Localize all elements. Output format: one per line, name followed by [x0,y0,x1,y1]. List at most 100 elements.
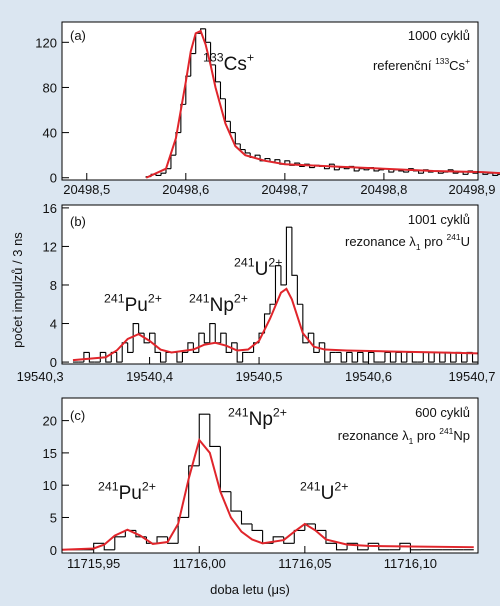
x-tick-label: 11715,95 [67,556,120,571]
annotation-part: 133 [435,56,449,66]
histogram-bin [181,351,188,363]
x-axis-title: doba letu (μs) [210,582,290,597]
annotation-part: U [255,259,269,280]
histogram-bin [497,173,500,176]
annotation-part: rezonance λ [338,428,409,443]
annotation-part: pro [413,428,439,443]
histogram-bin [389,352,396,363]
histogram-bin [154,333,161,353]
y-axis-title: počet impulzů / 3 ns [10,232,25,348]
annotation: 241Pu2+ [98,479,156,504]
histogram-bin [411,352,418,363]
histogram-bin [244,149,251,154]
histogram-bin [155,174,162,177]
annotation: (b) [70,214,86,229]
annotation-part: referenční [373,58,435,73]
histogram-bin [99,351,106,363]
x-tick-label: 19540,5 [236,369,283,384]
y-tick-label: 12 [43,239,57,254]
annotation-part: 2+ [234,291,248,305]
histogram-bin [296,275,303,305]
histogram-bin [231,342,238,353]
annotation-part: 2+ [148,291,162,305]
annotation-part: 2+ [273,405,287,419]
y-tick-label: 0 [50,543,57,558]
histogram-bin [132,322,139,353]
annotation-part: pro [421,234,447,249]
histogram-bin [409,543,421,551]
histogram-bin [346,351,353,363]
histogram-bin [214,64,221,83]
histogram-bin [269,303,276,314]
annotation: 241Pu2+ [104,291,162,316]
annotation-part: (a) [70,28,86,43]
annotation-part: + [247,50,254,64]
histogram-bin [351,352,358,363]
annotation-part: Cs [224,54,247,75]
annotation-part: Np [249,409,273,430]
histogram-bin [198,332,205,353]
annotation-part: 241 [98,479,119,493]
annotation: 241U2+ [300,479,348,504]
annotation-part: 1 [409,436,414,446]
histogram-bin [280,265,287,286]
annotation-part: 241 [300,479,321,493]
histogram-bin [378,169,384,171]
annotation-part: rezonance λ [345,234,416,249]
plot-area [62,398,478,553]
histogram-bin [209,414,221,447]
fit-line [61,437,474,551]
histogram-bin [400,352,407,363]
annotation-part: 600 cyklů [415,405,470,420]
histogram-bin [116,352,123,363]
histogram-bin [236,342,243,363]
histogram-bin [220,332,227,343]
histogram-bin [263,313,270,334]
histogram-bin [302,304,309,344]
histogram-bin [462,172,469,175]
annotation: (a) [70,28,86,43]
plot-frame [61,21,479,181]
histogram-bin [176,352,183,363]
histogram-bin [293,529,305,544]
x-tick-label: 19540,4 [126,369,173,384]
x-tick-label: 11716,05 [278,556,331,571]
histogram-bin [284,160,290,165]
histogram-bin [127,342,134,353]
annotation-part: + [465,56,470,66]
annotation-part: 241 [189,291,210,305]
histogram-bin [471,352,478,363]
annotation-part: Pu [119,483,142,504]
histogram-bin [367,351,374,363]
histogram-bin [240,511,253,525]
histogram-bin [230,491,242,512]
histogram-bin [225,333,232,353]
histogram-bin [325,530,337,544]
annotation-part: 1000 cyklů [408,28,470,43]
y-tick-label: 4 [50,317,57,332]
x-tick-label: 20498,7 [261,182,308,197]
histogram-bin [461,352,468,363]
annotation-part: Np [453,428,470,443]
histogram-bin [192,342,199,353]
y-tick-label: 0 [50,355,57,370]
histogram-bin [367,542,379,550]
x-tick-label: 11716,10 [384,556,437,571]
x-tick-label: 20498,8 [360,182,407,197]
annotation-part: 241 [228,405,249,419]
histogram-bin [160,172,166,176]
histogram-bin [159,352,166,363]
y-tick-label: 10 [43,478,57,493]
histogram-bin [428,352,435,363]
histogram-bin [340,352,347,363]
histogram-bin [188,465,200,518]
annotation-part: 241 [447,232,461,242]
histogram-bin [373,352,380,363]
y-tick-label: 0 [50,171,57,186]
y-tick-label: 80 [43,80,57,95]
x-tick-label: 20498,9 [449,182,496,197]
histogram-bin [105,352,112,363]
x-tick-label: 11716,00 [173,556,226,571]
histogram-bin [242,351,249,363]
